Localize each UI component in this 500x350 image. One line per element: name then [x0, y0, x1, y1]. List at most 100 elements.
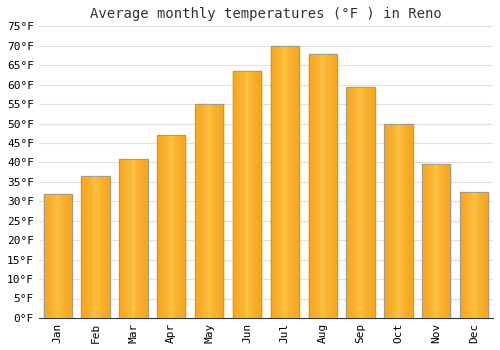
Bar — [160, 135, 161, 318]
Bar — [205, 104, 206, 318]
Bar — [485, 191, 486, 318]
Bar — [99, 176, 100, 318]
Bar — [141, 159, 142, 318]
Bar — [198, 104, 199, 318]
Bar — [477, 191, 478, 318]
Bar — [334, 54, 335, 318]
Bar — [55, 194, 56, 318]
Bar — [480, 191, 481, 318]
Bar — [250, 71, 251, 318]
Bar — [244, 71, 246, 318]
Bar — [353, 86, 354, 318]
Bar — [297, 46, 298, 318]
Bar — [243, 71, 244, 318]
Bar — [147, 159, 148, 318]
Bar — [284, 46, 285, 318]
Bar — [374, 86, 375, 318]
Bar — [140, 159, 141, 318]
Bar — [411, 124, 412, 318]
Bar — [347, 86, 348, 318]
Bar — [133, 159, 134, 318]
Bar — [179, 135, 180, 318]
Bar — [333, 54, 334, 318]
Bar — [357, 86, 358, 318]
Bar — [392, 124, 394, 318]
Bar — [61, 194, 62, 318]
Bar — [169, 135, 170, 318]
Bar — [246, 71, 247, 318]
Bar — [83, 176, 84, 318]
Bar — [213, 104, 214, 318]
Bar — [102, 176, 103, 318]
Bar — [217, 104, 218, 318]
Bar — [466, 191, 468, 318]
Bar — [287, 46, 288, 318]
Bar — [441, 164, 442, 318]
Bar — [464, 191, 465, 318]
Bar — [216, 104, 217, 318]
Bar — [320, 54, 321, 318]
Bar — [460, 191, 488, 318]
Bar — [390, 124, 391, 318]
Bar — [322, 54, 324, 318]
Bar — [185, 135, 186, 318]
Bar — [361, 86, 362, 318]
Bar — [286, 46, 287, 318]
Bar — [470, 191, 472, 318]
Bar — [373, 86, 374, 318]
Bar — [174, 135, 176, 318]
Bar — [142, 159, 143, 318]
Bar — [449, 164, 450, 318]
Bar — [433, 164, 434, 318]
Bar — [317, 54, 318, 318]
Bar — [460, 191, 488, 318]
Bar — [396, 124, 398, 318]
Bar — [136, 159, 137, 318]
Bar — [432, 164, 433, 318]
Bar — [88, 176, 89, 318]
Bar — [258, 71, 259, 318]
Bar — [331, 54, 332, 318]
Bar — [157, 135, 186, 318]
Bar — [279, 46, 280, 318]
Bar — [409, 124, 410, 318]
Bar — [202, 104, 203, 318]
Bar — [240, 71, 241, 318]
Bar — [329, 54, 330, 318]
Bar — [280, 46, 281, 318]
Bar — [180, 135, 181, 318]
Bar — [369, 86, 370, 318]
Bar — [270, 46, 299, 318]
Bar — [248, 71, 250, 318]
Bar — [462, 191, 463, 318]
Bar — [446, 164, 447, 318]
Bar — [358, 86, 359, 318]
Bar — [92, 176, 94, 318]
Bar — [394, 124, 395, 318]
Bar — [181, 135, 182, 318]
Bar — [223, 104, 224, 318]
Bar — [311, 54, 312, 318]
Bar — [354, 86, 355, 318]
Bar — [123, 159, 124, 318]
Bar — [472, 191, 473, 318]
Bar — [195, 104, 224, 318]
Bar — [270, 46, 299, 318]
Bar — [197, 104, 198, 318]
Bar — [239, 71, 240, 318]
Bar — [209, 104, 210, 318]
Bar — [157, 135, 158, 318]
Bar — [182, 135, 183, 318]
Bar — [443, 164, 444, 318]
Bar — [129, 159, 130, 318]
Bar — [233, 71, 261, 318]
Bar — [336, 54, 337, 318]
Bar — [435, 164, 436, 318]
Bar — [173, 135, 174, 318]
Bar — [315, 54, 316, 318]
Bar — [125, 159, 126, 318]
Bar — [310, 54, 311, 318]
Bar — [273, 46, 274, 318]
Bar — [170, 135, 172, 318]
Bar — [164, 135, 165, 318]
